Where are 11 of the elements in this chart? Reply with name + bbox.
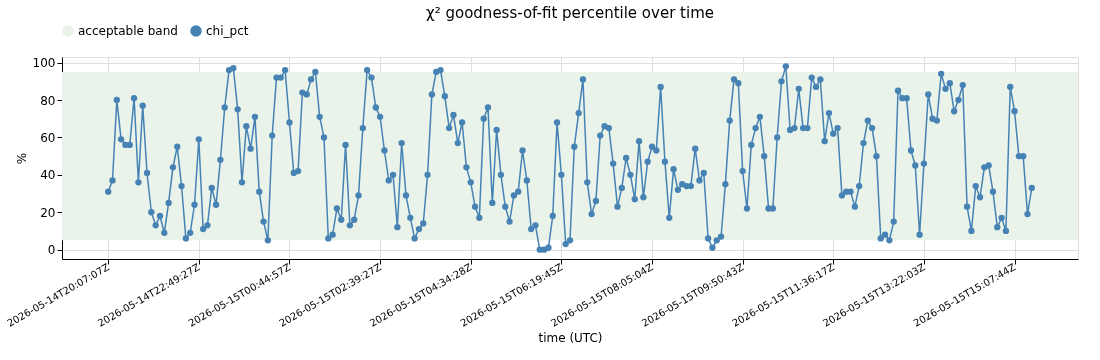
- y-tick-label: 40: [40, 168, 56, 183]
- y-tick-label: 60: [40, 130, 56, 145]
- legend-label: chi_pct: [206, 24, 249, 38]
- y-tick-label: 100: [32, 56, 56, 71]
- y-tick-label: 20: [40, 205, 56, 220]
- y-axis-title: %: [14, 152, 29, 165]
- chart-title: χ² goodness-of-fit percentile over time: [426, 4, 714, 22]
- y-tick-label: 80: [40, 93, 56, 108]
- y-tick-label: 0: [47, 243, 56, 258]
- x-axis-title: time (UTC): [538, 330, 603, 345]
- legend-label: acceptable band: [78, 24, 178, 38]
